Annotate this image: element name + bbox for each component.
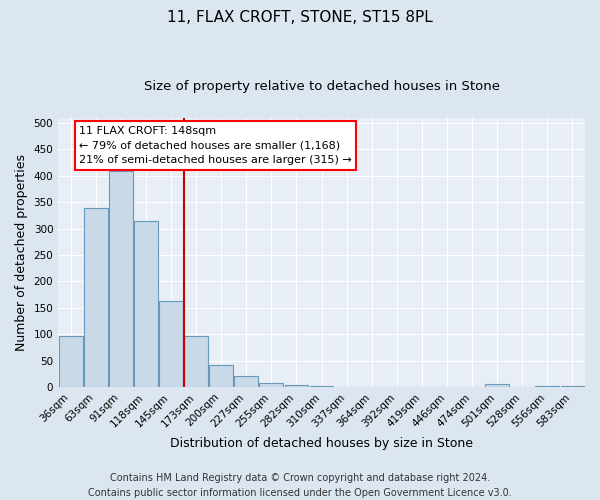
Text: 11, FLAX CROFT, STONE, ST15 8PL: 11, FLAX CROFT, STONE, ST15 8PL [167,10,433,25]
X-axis label: Distribution of detached houses by size in Stone: Distribution of detached houses by size … [170,437,473,450]
Y-axis label: Number of detached properties: Number of detached properties [15,154,28,351]
Bar [109,170,133,387]
Bar [209,365,233,387]
Bar [284,386,308,387]
Text: 11 FLAX CROFT: 148sqm
← 79% of detached houses are smaller (1,168)
21% of semi-d: 11 FLAX CROFT: 148sqm ← 79% of detached … [79,126,352,166]
Bar [485,384,509,387]
Bar [535,386,559,387]
Bar [310,386,334,387]
Bar [259,382,283,387]
Text: Contains HM Land Registry data © Crown copyright and database right 2024.
Contai: Contains HM Land Registry data © Crown c… [88,472,512,498]
Bar [134,220,158,387]
Bar [159,301,183,387]
Bar [59,336,83,387]
Bar [184,336,208,387]
Bar [84,208,108,387]
Title: Size of property relative to detached houses in Stone: Size of property relative to detached ho… [143,80,500,93]
Bar [560,386,584,387]
Bar [235,376,258,387]
